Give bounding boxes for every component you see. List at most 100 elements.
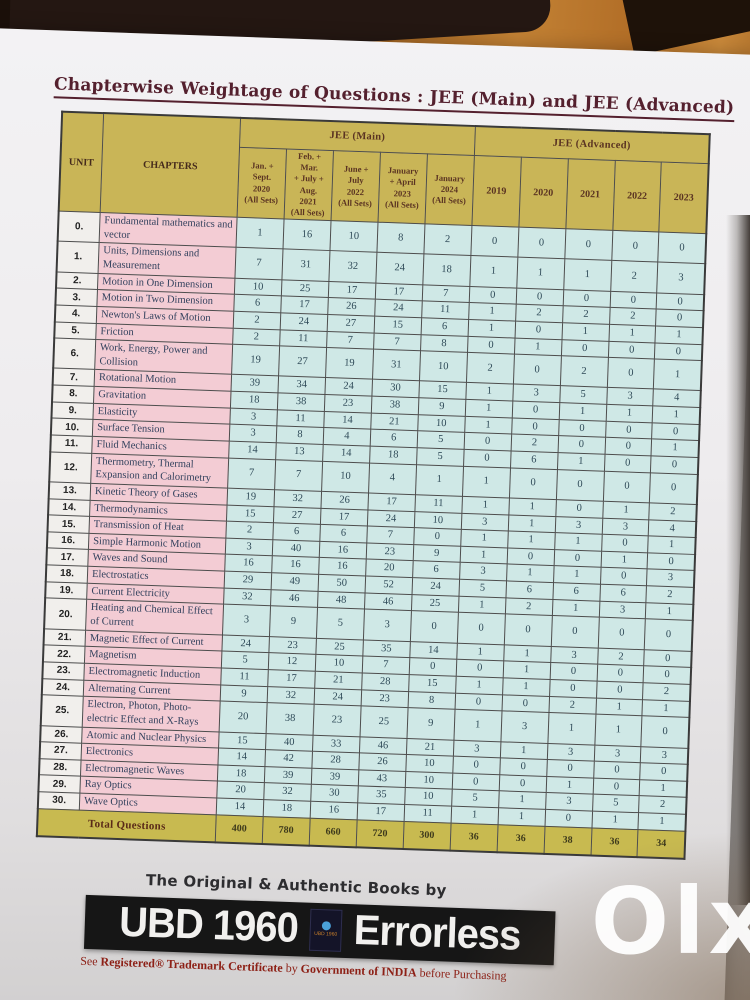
main-value: 43: [358, 769, 406, 788]
main-session-header: Jan. + Sept. 2020 (All Sets): [237, 147, 287, 219]
main-value: 38: [277, 392, 325, 412]
notice-segment: See: [80, 953, 101, 969]
main-value: 14: [323, 411, 372, 430]
main-value: 32: [263, 783, 312, 802]
advanced-value: 0: [607, 340, 656, 360]
chapters-column-header: CHAPTERS: [100, 113, 241, 218]
advanced-value: 0: [606, 357, 655, 390]
advanced-value: 6: [505, 581, 554, 600]
main-value: 3: [229, 407, 278, 427]
advanced-value: 4: [648, 519, 697, 538]
chapter-name: Electron, Photon, Photo-electric Effect …: [82, 696, 221, 732]
unit-number: 2.: [55, 271, 99, 290]
main-value: 48: [317, 591, 365, 610]
main-value: 35: [357, 786, 406, 805]
chapter-name: Thermometry, Thermal Expansion and Calor…: [90, 452, 229, 489]
main-value: 7: [366, 526, 415, 545]
advanced-value: 1: [639, 779, 688, 798]
main-value: 26: [327, 297, 376, 317]
unit-number: 30.: [37, 791, 80, 810]
unit-number: 19.: [45, 581, 88, 600]
main-value: 8: [276, 426, 324, 445]
main-value: 11: [403, 804, 452, 823]
advanced-value: 0: [517, 227, 566, 260]
advanced-value: 1: [645, 602, 694, 621]
main-value: 26: [358, 753, 407, 772]
total-main-value: 780: [262, 816, 311, 846]
advanced-value: 2: [559, 355, 608, 388]
unit-number: 22.: [42, 645, 86, 664]
advanced-value: 1: [648, 536, 696, 555]
advanced-value: 0: [655, 309, 704, 328]
main-value: 26: [320, 491, 369, 510]
advanced-year-header: 2022: [612, 160, 662, 233]
main-value: 5: [416, 431, 465, 450]
main-value: 14: [216, 798, 264, 817]
page-title: Chapterwise Weightage of Questions : JEE…: [53, 74, 735, 123]
advanced-value: 0: [658, 232, 707, 264]
unit-number: 16.: [46, 531, 89, 550]
advanced-value: 1: [516, 257, 565, 290]
advanced-value: 1: [561, 322, 610, 341]
advanced-value: 0: [553, 549, 602, 568]
advanced-value: 5: [451, 789, 499, 808]
main-value: 24: [367, 509, 415, 528]
unit-number: 1.: [56, 241, 100, 274]
main-value: 14: [409, 641, 458, 660]
main-value: 17: [356, 802, 405, 822]
advanced-value: 0: [604, 437, 653, 456]
bottom-right-tint: [450, 830, 750, 1000]
advanced-value: 1: [455, 676, 503, 695]
advanced-value: 0: [650, 455, 699, 475]
main-value: 42: [264, 749, 313, 769]
main-value: 52: [364, 576, 413, 595]
olx-watermark: Olx: [590, 868, 750, 975]
advanced-value: 0: [544, 809, 593, 828]
advanced-value: 0: [463, 432, 512, 451]
main-value: 10: [234, 277, 282, 297]
main-value: 6: [272, 522, 321, 542]
main-value: 39: [231, 374, 279, 393]
advanced-value: 1: [502, 677, 550, 697]
advanced-value: 1: [605, 404, 654, 423]
advanced-value: 1: [460, 529, 508, 548]
main-value: 24: [374, 299, 423, 318]
unit-number: 17.: [46, 548, 89, 567]
main-value: 20: [216, 781, 265, 800]
main-value: 32: [223, 587, 272, 607]
advanced-value: 1: [503, 644, 551, 663]
main-value: 15: [408, 674, 456, 693]
advanced-value: 0: [549, 679, 597, 698]
main-value: 8: [420, 334, 468, 353]
advanced-year-header: 2023: [659, 162, 709, 234]
main-value: 0: [413, 527, 462, 547]
advanced-value: 0: [558, 419, 606, 438]
unit-number: 26.: [40, 725, 83, 744]
main-value: 0: [408, 657, 457, 677]
main-value: 4: [323, 427, 371, 447]
main-value: 17: [280, 296, 329, 315]
advanced-value: 3: [459, 562, 507, 582]
main-value: 13: [275, 442, 324, 462]
advanced-value: 3: [545, 792, 593, 812]
main-value: 38: [266, 702, 314, 735]
main-value: 30: [371, 379, 420, 398]
main-value: 16: [319, 541, 367, 560]
main-session-header: June + July 2022 (All Sets): [330, 150, 381, 223]
notice-segment: by: [282, 960, 301, 976]
advanced-value: 0: [455, 659, 504, 678]
main-value: 2: [225, 521, 274, 540]
main-value: 10: [417, 414, 465, 433]
advanced-value: 2: [505, 597, 553, 616]
main-value: 7: [326, 331, 374, 350]
main-value: 6: [412, 561, 460, 580]
unit-number: 21.: [43, 628, 86, 647]
advanced-value: 0: [644, 649, 692, 668]
unit-number: 8.: [52, 385, 95, 404]
main-value: 11: [276, 409, 325, 428]
advanced-value: 1: [554, 532, 602, 552]
main-value: 23: [312, 704, 361, 737]
advanced-value: 0: [451, 772, 500, 792]
main-value: 16: [271, 556, 320, 575]
advanced-value: 1: [514, 337, 562, 356]
